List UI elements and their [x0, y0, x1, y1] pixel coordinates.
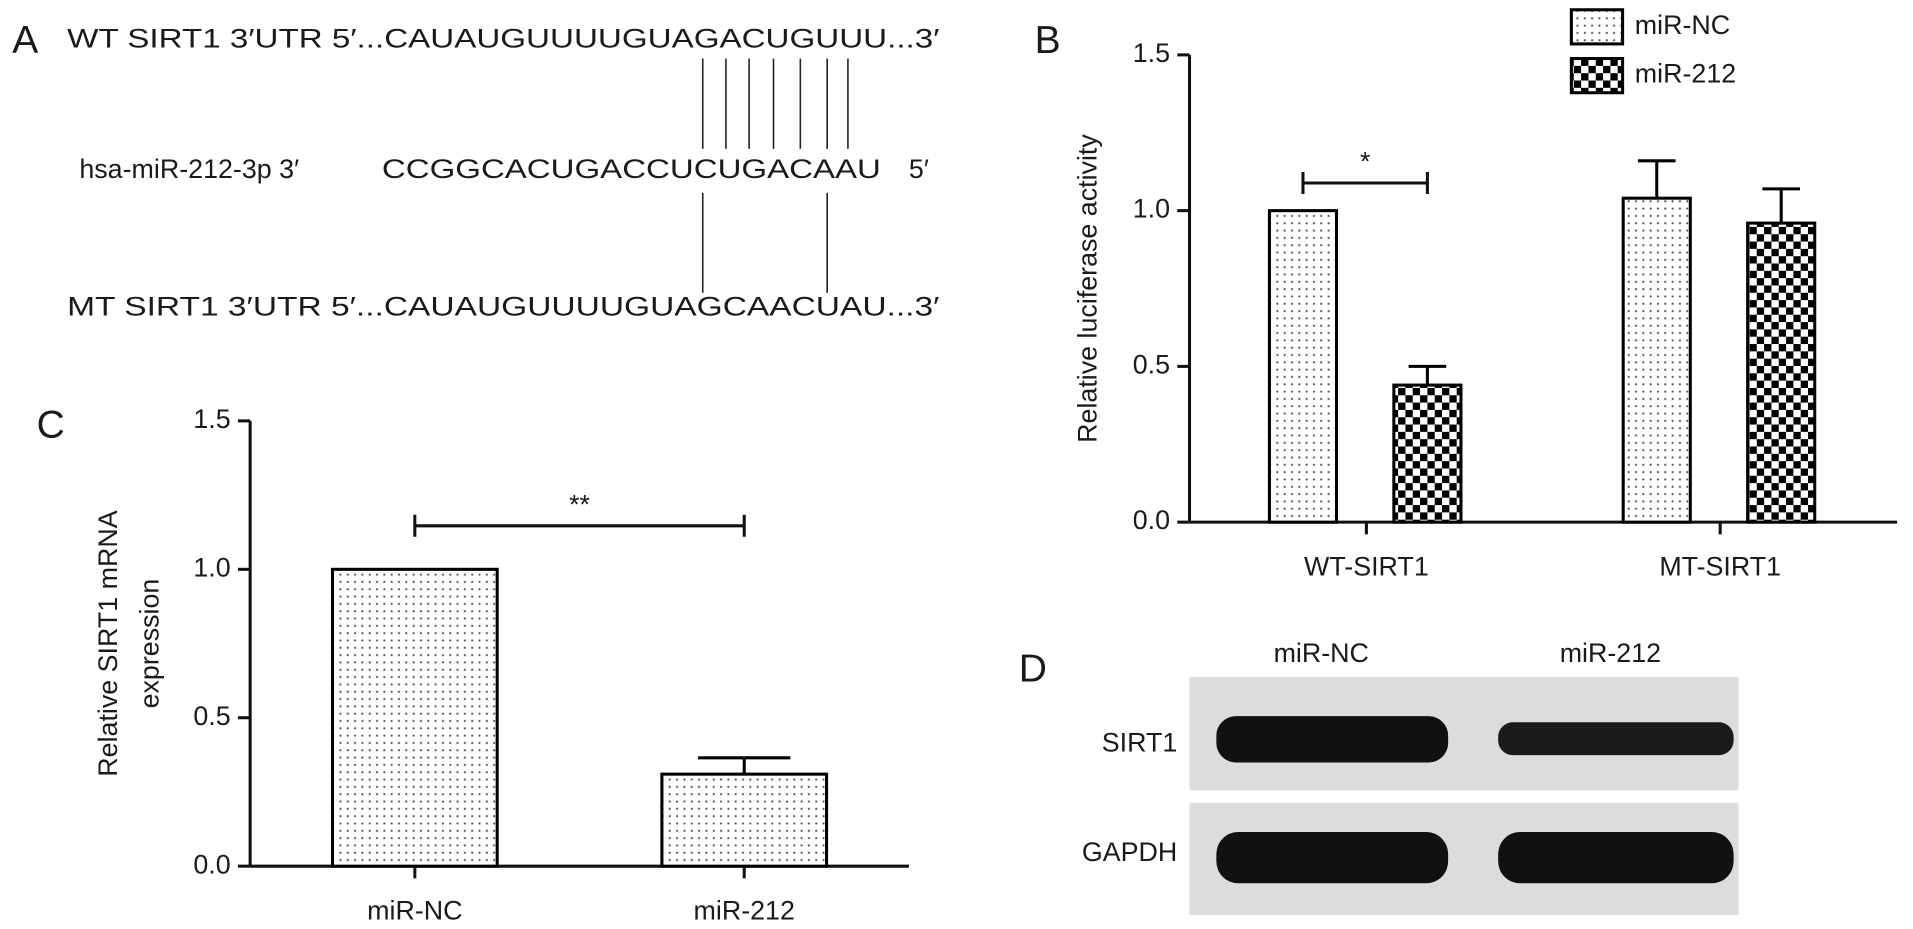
bar: [1621, 196, 1692, 524]
bar: [1392, 383, 1463, 524]
row-label: GAPDH: [1082, 837, 1177, 867]
y-tick-label: 1.0: [193, 552, 230, 582]
panel-label: A: [12, 19, 38, 62]
y-axis-label: expression: [134, 579, 164, 709]
panel-label: C: [37, 403, 65, 446]
bar: [660, 772, 829, 868]
y-axis-label: Relative SIRT1 mRNA: [93, 510, 123, 776]
mirna-end: 5′: [909, 154, 929, 184]
blot-band: [1216, 832, 1449, 884]
y-tick-label: 0.0: [193, 849, 230, 879]
blot-band: [1498, 722, 1734, 756]
legend-swatch: [1569, 57, 1625, 95]
y-tick-label: 1.0: [1133, 194, 1170, 224]
lane-label: miR-212: [1560, 638, 1661, 668]
bar: [1746, 221, 1817, 524]
wt-sequence: WT SIRT1 3′UTR 5′...CAUAUGUUUUGUAGACUGUU…: [67, 23, 939, 53]
x-tick-label: WT-SIRT1: [1304, 552, 1429, 582]
pairing-lines: [701, 58, 849, 293]
y-tick-label: 0.5: [193, 701, 230, 731]
y-tick-label: 1.5: [1133, 38, 1170, 68]
bar: [1267, 209, 1339, 524]
y-axis-label: Relative luciferase activity: [1073, 134, 1103, 443]
significance-label: *: [1360, 147, 1371, 177]
legend-swatch: [1569, 8, 1625, 46]
lane-label: miR-NC: [1274, 638, 1369, 668]
mt-sequence: MT SIRT1 3′UTR 5′...CAUAUGUUUUGUAGCAACUA…: [67, 292, 939, 322]
panel-label: D: [1019, 647, 1047, 690]
mirna-sequence: CCGGCACUGACCUCUGACAAU: [382, 154, 881, 184]
legend-label: miR-NC: [1635, 10, 1730, 40]
legend-label: miR-212: [1635, 59, 1736, 89]
x-tick-label: MT-SIRT1: [1659, 552, 1781, 582]
significance-label: **: [569, 489, 590, 519]
mirna-name: hsa-miR-212-3p 3′: [79, 154, 299, 184]
bar: [330, 567, 499, 868]
panel-label: B: [1035, 19, 1061, 62]
y-tick-label: 0.0: [1133, 505, 1170, 535]
blot-band: [1216, 716, 1449, 763]
y-tick-label: 0.5: [1133, 349, 1170, 379]
row-label: SIRT1: [1102, 727, 1178, 757]
x-tick-label: miR-212: [694, 896, 795, 926]
y-tick-label: 1.5: [193, 404, 230, 434]
x-tick-label: miR-NC: [367, 896, 462, 926]
blot-band: [1498, 832, 1734, 884]
